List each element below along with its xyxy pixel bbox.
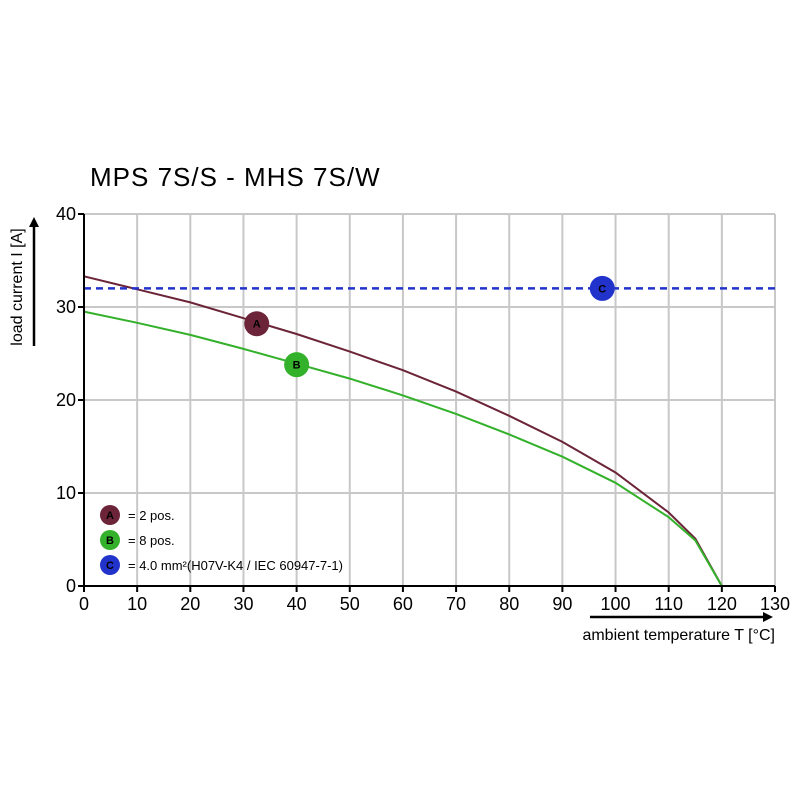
legend-entry-text: = 2 pos.	[128, 508, 175, 523]
series-marker-b	[284, 352, 310, 378]
x-tick-label: 0	[79, 594, 89, 614]
series-line-a	[83, 275, 723, 587]
axes: 0 10 20 30 40 50 60 70 80 90 100 110 120 130 0 10 20 30 40	[29, 204, 790, 622]
x-tick-label: 90	[552, 594, 572, 614]
series-marker-label: C	[598, 283, 606, 295]
x-tick-label: 100	[601, 594, 631, 614]
x-tick-label: 50	[340, 594, 360, 614]
y-tick-label: 10	[56, 483, 76, 503]
y-tick-label: 30	[56, 297, 76, 317]
chart-title: MPS 7S/S - MHS 7S/W	[90, 162, 381, 192]
legend: A = 2 pos. B = 8 pos. C = 4.0 mm²(H07V-K4 / I…	[100, 505, 343, 575]
x-tick-label: 70	[446, 594, 466, 614]
y-tick-label: 40	[56, 204, 76, 224]
legend-marker	[100, 530, 120, 550]
x-tick-label: 120	[707, 594, 737, 614]
series-line-b	[83, 310, 723, 587]
y-tick-label: 0	[66, 576, 76, 596]
legend-marker	[100, 505, 120, 525]
y-axis-label: load current I [A]	[9, 228, 26, 345]
y-tick-label: 20	[56, 390, 76, 410]
legend-entry-text: = 8 pos.	[128, 533, 175, 548]
series-marker-a	[244, 311, 270, 337]
x-tick-label: 30	[233, 594, 253, 614]
x-axis-label: ambient temperature T [°C]	[582, 627, 775, 644]
legend-marker-label: B	[106, 535, 114, 547]
legend-marker-label: A	[106, 510, 114, 522]
series-marker-label: A	[253, 319, 261, 331]
x-tick-label: 130	[760, 594, 790, 614]
x-tick-label: 40	[287, 594, 307, 614]
x-tick-label: 80	[499, 594, 519, 614]
grid	[84, 213, 776, 586]
series-marker-c	[589, 275, 615, 301]
series-marker-label: B	[293, 360, 301, 372]
legend-entry-text: = 4.0 mm²(H07V-K4 / IEC 60947-7-1)	[128, 558, 343, 573]
x-tick-label: 20	[180, 594, 200, 614]
series-layer: A B C	[83, 275, 775, 587]
x-tick-label: 10	[127, 594, 147, 614]
legend-marker-label: C	[106, 560, 114, 572]
legend-marker	[100, 555, 120, 575]
x-tick-label: 110	[654, 594, 683, 614]
x-tick-label: 60	[393, 594, 413, 614]
